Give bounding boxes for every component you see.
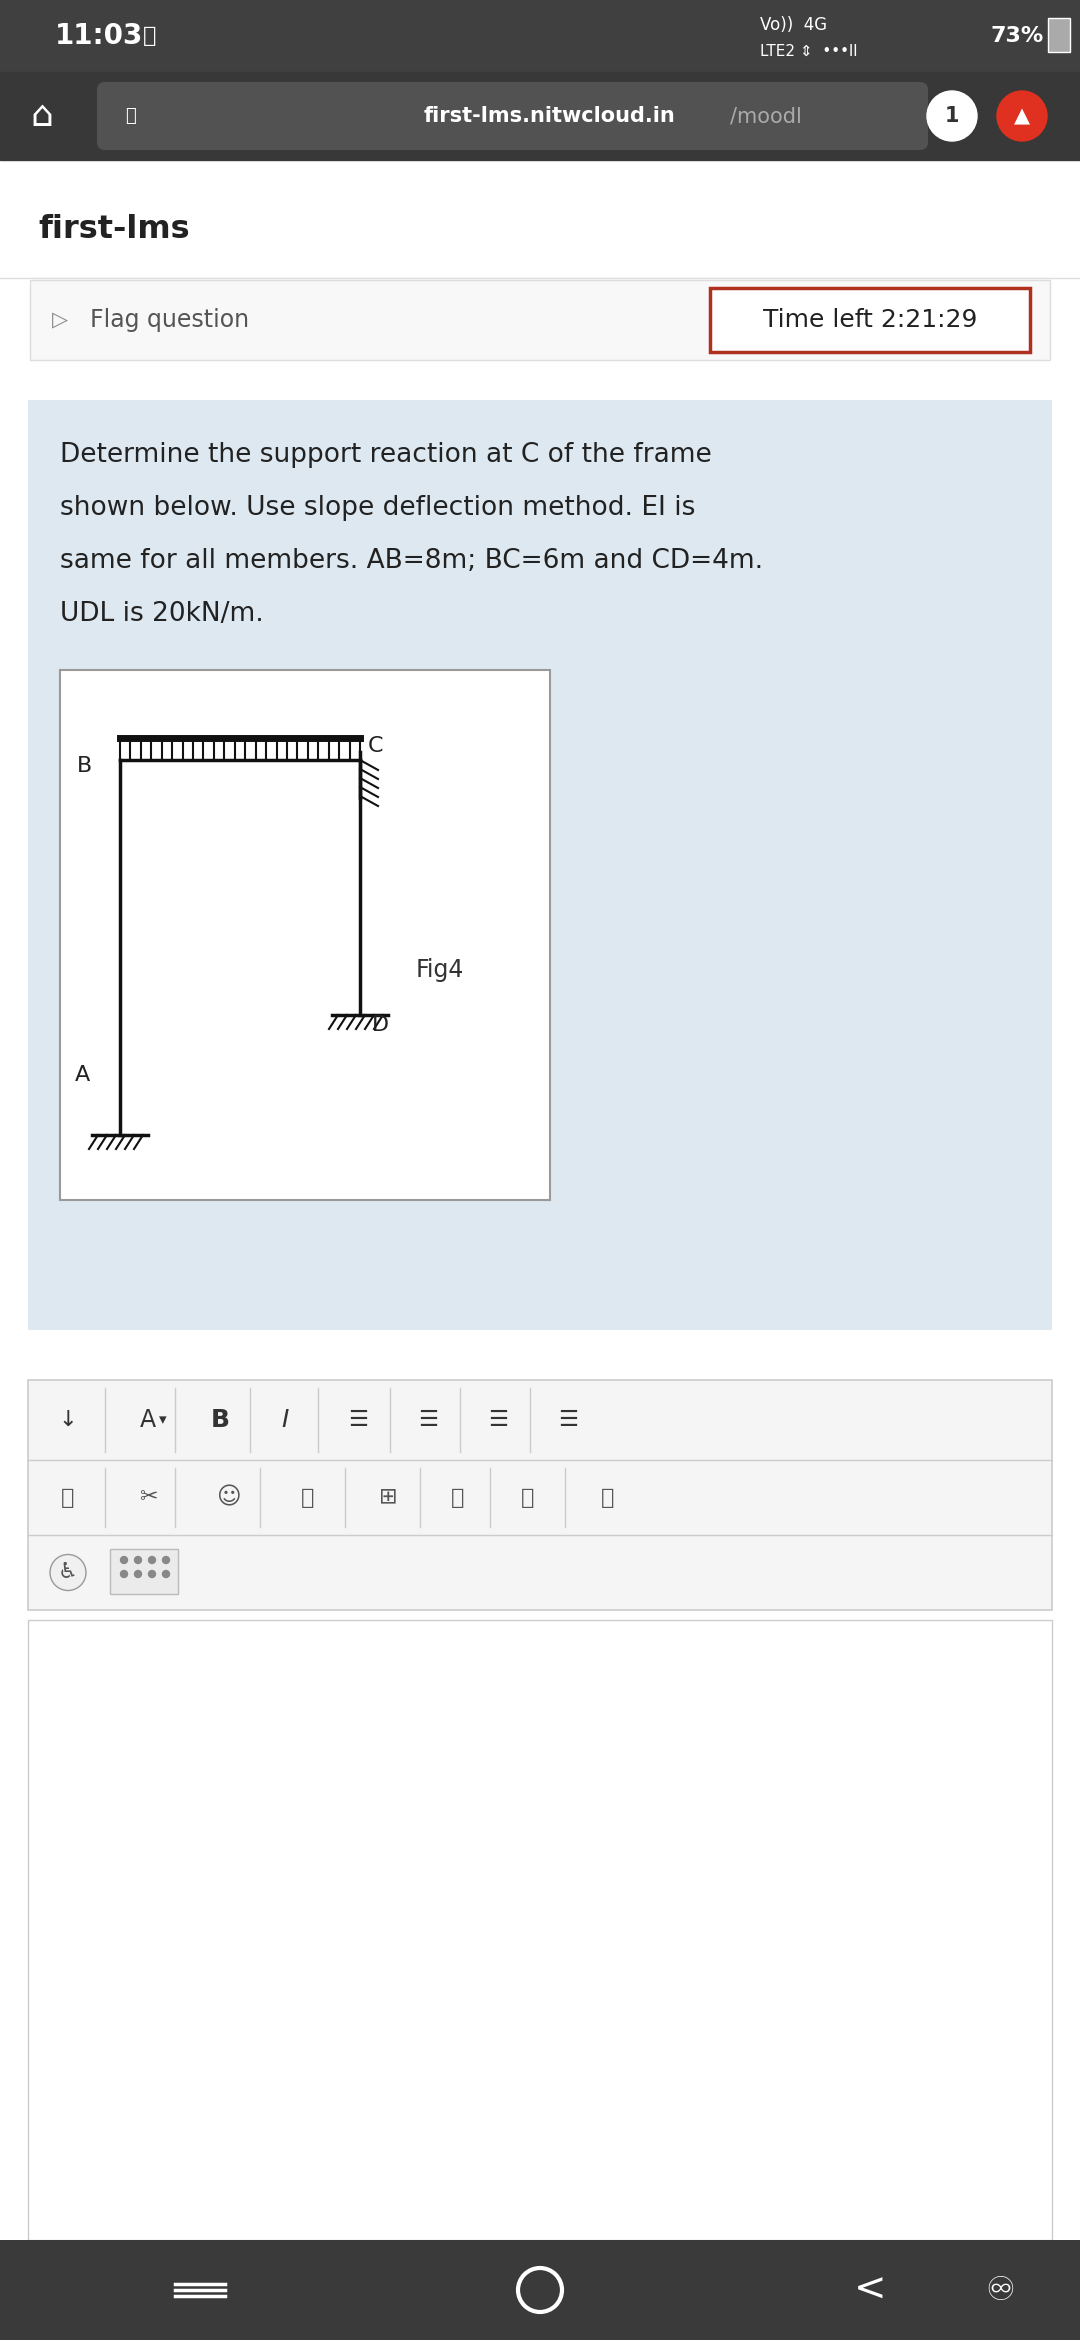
Text: LTE2 ⇕  •••ll: LTE2 ⇕ •••ll xyxy=(760,44,858,59)
Bar xyxy=(0,73,1080,159)
Bar xyxy=(28,1619,1052,2239)
Text: Determine the support reaction at C of the frame: Determine the support reaction at C of t… xyxy=(60,442,712,468)
Circle shape xyxy=(135,1570,141,1577)
Text: ☰: ☰ xyxy=(558,1411,578,1430)
Text: Flag question: Flag question xyxy=(90,309,249,332)
Text: ▷: ▷ xyxy=(52,309,68,330)
Circle shape xyxy=(121,1570,127,1577)
Bar xyxy=(0,2239,1080,2340)
Text: first-lms: first-lms xyxy=(38,215,190,246)
Text: same for all members. AB=8m; BC=6m and CD=4m.: same for all members. AB=8m; BC=6m and C… xyxy=(60,548,764,573)
Text: ☰: ☰ xyxy=(348,1411,368,1430)
Text: C: C xyxy=(368,737,383,756)
Bar xyxy=(110,1549,178,1594)
Text: shown below. Use slope deflection method. EI is: shown below. Use slope deflection method… xyxy=(60,496,696,522)
Text: 📋: 📋 xyxy=(602,1488,615,1507)
Text: ☺: ☺ xyxy=(216,1486,241,1509)
Circle shape xyxy=(997,91,1047,140)
Text: A: A xyxy=(75,1065,90,1086)
Text: ⊞: ⊞ xyxy=(379,1488,397,1507)
Text: ▲: ▲ xyxy=(1014,105,1030,126)
Text: 🎥: 🎥 xyxy=(522,1488,535,1507)
Text: D: D xyxy=(372,1016,389,1034)
Text: ♾: ♾ xyxy=(985,2274,1015,2307)
Circle shape xyxy=(135,1556,141,1563)
Text: ▾: ▾ xyxy=(159,1413,166,1427)
Bar xyxy=(28,400,1052,1329)
Text: ✂: ✂ xyxy=(138,1488,158,1507)
Text: ♿: ♿ xyxy=(58,1563,78,1582)
Circle shape xyxy=(50,1554,86,1591)
Text: ↓: ↓ xyxy=(58,1411,78,1430)
Circle shape xyxy=(149,1556,156,1563)
Circle shape xyxy=(162,1570,170,1577)
Bar xyxy=(30,281,1050,360)
Text: B: B xyxy=(211,1409,229,1432)
Text: Vo))  4G: Vo)) 4G xyxy=(760,16,827,35)
Bar xyxy=(28,1381,1052,1610)
Circle shape xyxy=(149,1570,156,1577)
Text: B: B xyxy=(77,756,92,777)
Text: <: < xyxy=(854,2272,887,2310)
Text: I: I xyxy=(281,1409,288,1432)
Text: ⌂: ⌂ xyxy=(30,98,53,133)
Text: 11:03: 11:03 xyxy=(55,21,144,49)
Circle shape xyxy=(927,91,977,140)
Text: ☰: ☰ xyxy=(488,1411,508,1430)
Bar xyxy=(0,0,1080,73)
Text: A: A xyxy=(140,1409,157,1432)
Bar xyxy=(0,159,1080,2239)
Text: 73%: 73% xyxy=(990,26,1043,47)
Bar xyxy=(1048,19,1070,51)
Text: /moodl: /moodl xyxy=(730,105,801,126)
Text: 🔗: 🔗 xyxy=(62,1488,75,1507)
Text: Time left 2:21:29: Time left 2:21:29 xyxy=(762,309,977,332)
Text: 🎤: 🎤 xyxy=(451,1488,464,1507)
Bar xyxy=(710,288,1030,351)
Text: first-lms.nitwcloud.in: first-lms.nitwcloud.in xyxy=(424,105,676,126)
Text: 1: 1 xyxy=(945,105,959,126)
Text: Fig4: Fig4 xyxy=(416,957,464,983)
Circle shape xyxy=(162,1556,170,1563)
FancyBboxPatch shape xyxy=(97,82,928,150)
Text: ☰: ☰ xyxy=(418,1411,438,1430)
Circle shape xyxy=(121,1556,127,1563)
Text: 🔒: 🔒 xyxy=(124,108,135,124)
Text: ⓒ: ⓒ xyxy=(144,26,157,47)
Text: UDL is 20kN/m.: UDL is 20kN/m. xyxy=(60,601,264,627)
Text: 🖼: 🖼 xyxy=(301,1488,314,1507)
Bar xyxy=(60,669,550,1200)
